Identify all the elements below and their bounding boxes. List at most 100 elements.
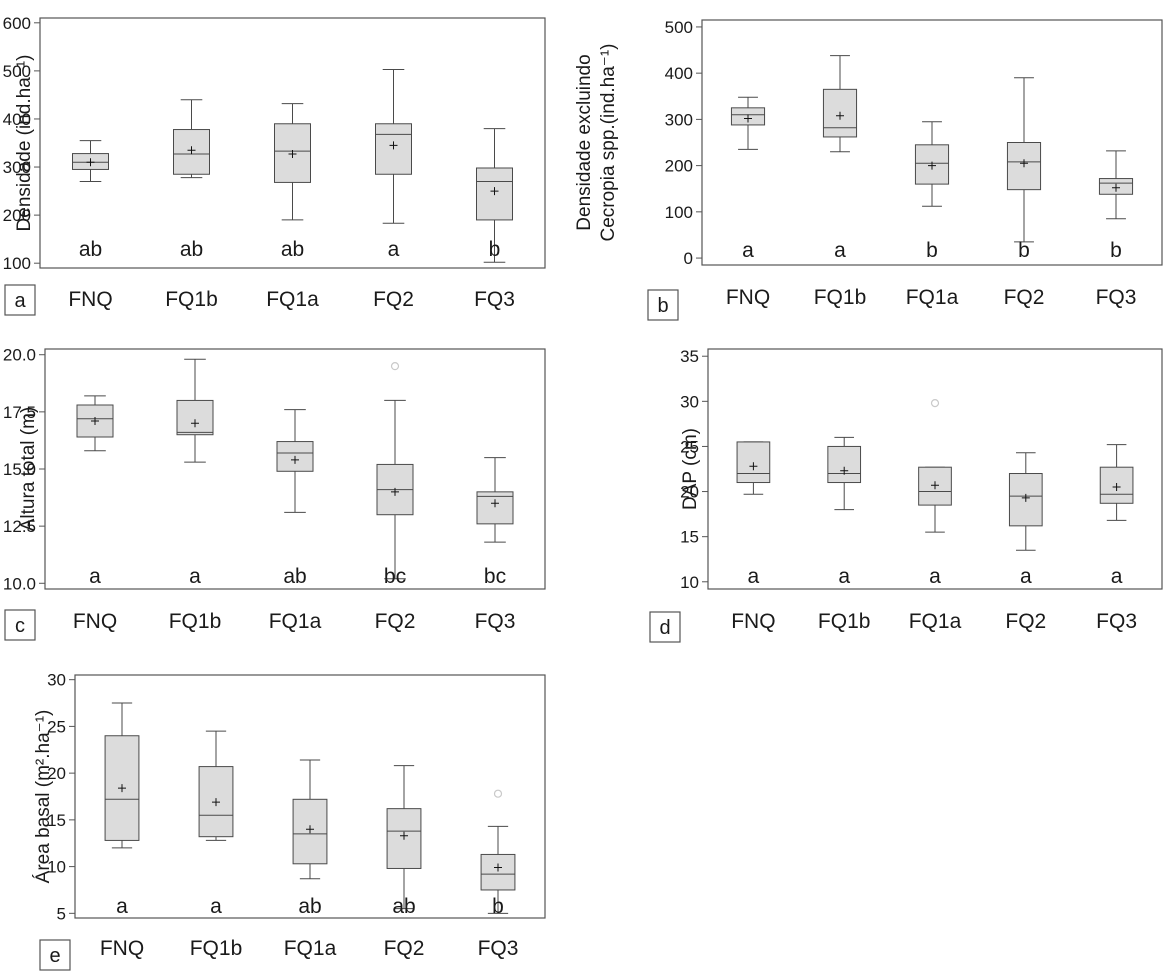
y-tick-label: 100 [3, 254, 31, 273]
significance-letter: a [89, 565, 101, 588]
panel-label: d [659, 617, 670, 639]
y-tick-label: 200 [665, 157, 693, 176]
panel-label-box [649, 611, 681, 643]
box-FQ1a: b [914, 121, 950, 262]
y-tick-label: 300 [3, 158, 31, 177]
outlier-point [493, 789, 503, 798]
plot-frame [39, 17, 546, 269]
x-category-label: FQ1b [814, 286, 867, 309]
y-tick-label: 20.0 [3, 346, 36, 365]
y-tick-label: 15 [47, 811, 66, 830]
y-axis-label: Cecropia spp.(ind.ha⁻¹) [598, 43, 619, 241]
significance-letter: ab [298, 895, 321, 918]
significance-letter: a [388, 238, 400, 261]
significance-letter: a [1111, 565, 1123, 588]
y-axis-label: DAP (cm) [680, 428, 701, 510]
y-tick-label: 600 [3, 14, 31, 33]
significance-letter: ab [281, 238, 304, 261]
mean-marker [836, 111, 844, 120]
y-tick-label: 10 [680, 573, 699, 592]
mean-marker [391, 487, 399, 496]
significance-letter: ab [392, 895, 415, 918]
x-category-label: FQ2 [1004, 286, 1045, 309]
significance-letter: ab [180, 238, 203, 261]
y-tick-label: 200 [3, 206, 31, 225]
y-axis-label: Área basal (m².ha⁻¹) [33, 710, 54, 884]
x-category-label: FQ1a [909, 610, 962, 633]
significance-letter: b [1018, 239, 1030, 262]
mean-marker [1021, 493, 1030, 502]
x-category-label: FQ1a [266, 288, 319, 311]
mean-marker [1112, 183, 1120, 192]
iqr-box [736, 441, 771, 484]
box-FQ2: ab [386, 765, 422, 918]
plot-frame [707, 348, 1163, 590]
x-category-label: FQ3 [1096, 610, 1137, 633]
significance-letter: a [838, 565, 850, 588]
mean-marker [1020, 159, 1028, 168]
y-tick-label: 500 [3, 62, 31, 81]
iqr-box [480, 853, 516, 891]
x-category-label: FQ3 [474, 288, 515, 311]
box-FQ1a: ab [276, 409, 314, 588]
y-tick-label: 30 [680, 392, 699, 411]
mean-marker [490, 187, 499, 196]
y-axis-label: Altura total (m) [18, 407, 39, 532]
panel-label: c [15, 615, 25, 637]
significance-letter: b [926, 239, 938, 262]
x-category-label: FQ3 [1096, 286, 1137, 309]
x-category-label: FNQ [100, 937, 144, 960]
panel-label-box [647, 289, 679, 321]
y-tick-label: 35 [680, 347, 699, 366]
y-tick-label: 400 [3, 110, 31, 129]
box-FQ2: b [1006, 77, 1042, 262]
y-tick-label: 20 [680, 483, 699, 502]
mean-marker [744, 114, 752, 123]
box-FQ3: bc [476, 457, 514, 588]
mean-marker [86, 158, 95, 167]
y-tick-label: 25 [47, 717, 66, 736]
box-FNQ: a [104, 702, 140, 918]
x-category-label: FNQ [73, 610, 117, 633]
x-category-label: FQ3 [478, 937, 519, 960]
significance-letter: a [929, 565, 941, 588]
x-category-label: FNQ [731, 610, 775, 633]
box-FQ2: bc [376, 362, 414, 588]
x-category-label: FQ2 [1005, 610, 1046, 633]
box-FNQ: a [730, 96, 766, 262]
significance-letter: a [189, 565, 201, 588]
y-tick-label: 10.0 [3, 574, 36, 593]
panel-b: 0 100 200 300 400 500 Densidade excluindo Cecro… [574, 18, 1163, 321]
box-FQ3: b [480, 789, 516, 918]
panel-label: a [14, 290, 26, 312]
mean-marker [494, 863, 502, 872]
significance-letter: a [116, 895, 128, 918]
mean-marker [191, 419, 199, 428]
y-tick-label: 15.0 [3, 460, 36, 479]
significance-letter: ab [283, 565, 306, 588]
panel-c: 10.0 12.5 15.0 17.5 20.0 Altura total (m) a FNQ… [3, 346, 546, 641]
y-tick-label: 12.5 [3, 517, 36, 536]
mean-marker [212, 798, 220, 807]
y-tick-label: 500 [665, 18, 693, 37]
panel-e: 5 10 15 20 25 30 Área basal (m².ha⁻¹) a FNQ a FQ1b… [33, 671, 546, 971]
significance-letter: a [742, 239, 754, 262]
x-category-label: FQ1a [906, 286, 959, 309]
x-category-label: FQ1b [169, 610, 222, 633]
significance-letter: b [1110, 239, 1122, 262]
significance-letter: b [492, 895, 504, 918]
x-category-label: FQ2 [373, 288, 414, 311]
mean-marker [491, 499, 499, 508]
mean-marker [291, 455, 299, 464]
panel-label-box [4, 609, 36, 641]
mean-marker [91, 417, 99, 425]
mean-marker [187, 146, 196, 155]
box-FQ2: a [375, 68, 412, 261]
y-tick-label: 300 [665, 110, 693, 129]
y-tick-label: 20 [47, 764, 66, 783]
box-FNQ: a [736, 441, 771, 588]
outlier-point [390, 362, 400, 371]
box-FQ3: b [1098, 150, 1134, 262]
